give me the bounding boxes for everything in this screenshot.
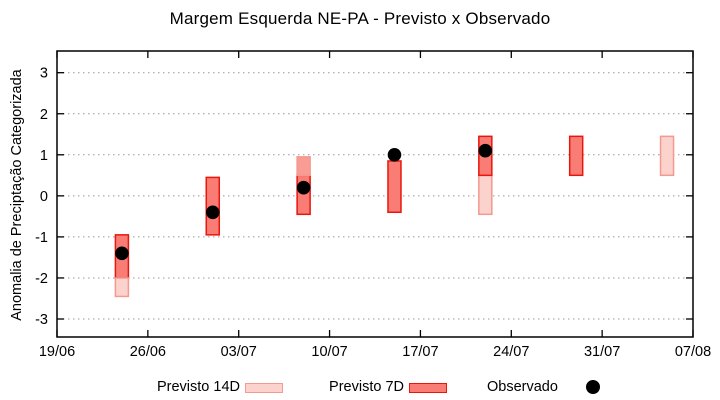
legend-observed-dot-icon [586, 380, 600, 394]
y-tick-label: -2 [35, 271, 48, 287]
x-tick-label: 31/07 [584, 344, 620, 360]
forecast-bar-segment-dark [568, 135, 584, 177]
y-tick-label: -1 [35, 230, 48, 246]
y-tick-label: -3 [35, 312, 48, 328]
legend-item-previsto-7d: Previsto 7D [317, 379, 447, 397]
forecast-bar-segment-light [478, 174, 493, 216]
plot-border [56, 50, 694, 338]
legend-swatch-previsto-7d-icon [409, 383, 447, 393]
x-tick-label: 17/07 [402, 344, 438, 360]
forecast-bar-segment-blend [296, 156, 311, 177]
legend-label-observado: Observado [487, 379, 558, 395]
forecast-bar-segment-light [659, 135, 675, 177]
x-tick-label: 10/07 [311, 344, 347, 360]
x-tick-label: 19/06 [39, 344, 75, 360]
x-tick-label: 07/08 [675, 344, 711, 360]
observed-point [205, 205, 220, 220]
y-tick-label: 1 [40, 148, 48, 164]
y-tick-label: 0 [40, 189, 48, 205]
chart-title: Margem Esquerda NE-PA - Previsto x Obser… [169, 9, 551, 28]
legend-item-observado: Observado [487, 379, 600, 397]
legend-swatch-previsto-14d-icon [245, 383, 283, 393]
x-tick-label: 03/07 [221, 344, 257, 360]
legend-item-previsto-14d: Previsto 14D [143, 379, 283, 397]
observed-point [296, 180, 311, 195]
y-tick-label: 3 [40, 66, 48, 82]
legend-label-previsto-14d: Previsto 14D [156, 379, 240, 395]
y-tick-label: 2 [40, 107, 48, 123]
x-tick-label: 24/07 [493, 344, 529, 360]
x-tick-label: 26/06 [130, 344, 166, 360]
observed-point [115, 246, 129, 261]
forecast-bar-segment-light [114, 277, 130, 298]
forecast-bar-segment-dark [387, 160, 402, 214]
observed-point [478, 143, 493, 158]
legend-label-previsto-7d: Previsto 7D [329, 379, 404, 395]
observed-point [387, 148, 402, 162]
